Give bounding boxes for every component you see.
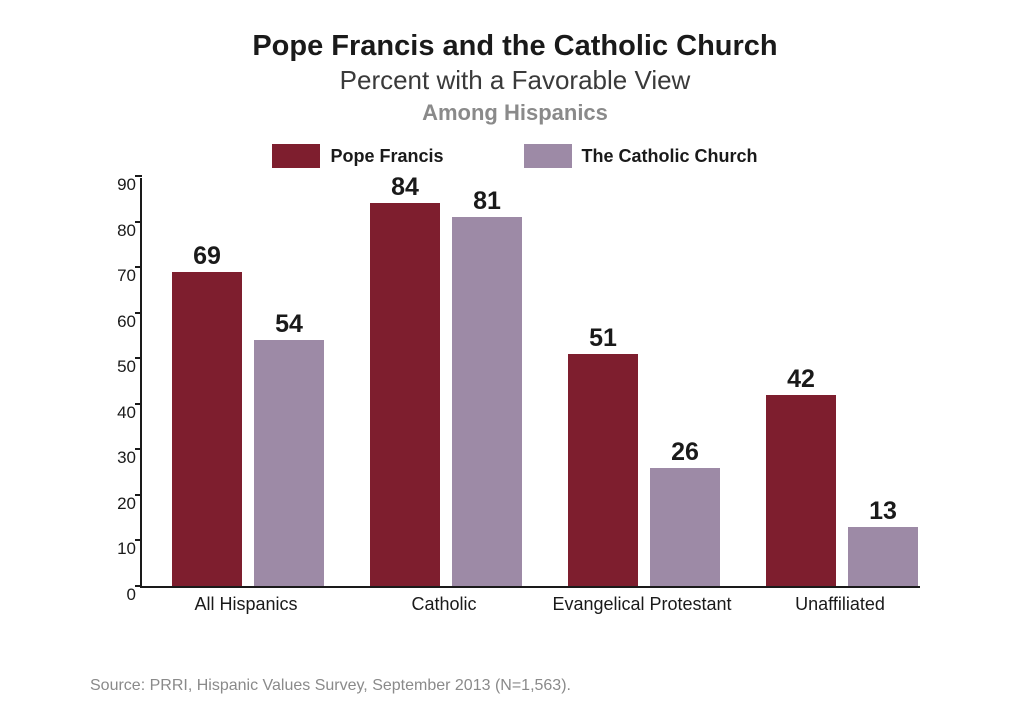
bar: 13 [848,527,918,586]
titles: Pope Francis and the Catholic Church Per… [90,30,940,126]
bar-value-label: 81 [473,187,501,216]
y-tick-label: 50 [102,357,136,377]
chart-subtitle: Percent with a Favorable View [90,65,940,96]
y-tick-mark [135,357,142,359]
bar: 42 [766,395,836,586]
y-tick-label: 90 [102,175,136,195]
bar-value-label: 84 [391,173,419,202]
chart-container: Pope Francis and the Catholic Church Per… [90,30,940,618]
y-tick-mark [135,312,142,314]
x-axis-labels: All Hispanics Catholic Evangelical Protest… [140,588,920,618]
y-tick-label: 10 [102,539,136,559]
bar-value-label: 51 [589,324,617,353]
y-tick-mark [135,539,142,541]
legend-swatch [524,144,572,168]
chart-subgroup: Among Hispanics [90,100,940,126]
legend-label: Pope Francis [330,146,443,167]
bar: 69 [172,272,242,586]
y-tick-mark [135,221,142,223]
bar-value-label: 42 [787,365,815,394]
y-tick-mark [135,448,142,450]
bar: 54 [254,340,324,586]
y-tick-mark [135,175,142,177]
y-tick-mark [135,494,142,496]
legend-swatch [272,144,320,168]
legend-item: The Catholic Church [524,144,758,168]
y-tick-mark [135,266,142,268]
bar: 51 [568,354,638,586]
y-tick-label: 80 [102,221,136,241]
x-category-label: Unaffiliated [795,594,885,615]
bars-layer: 6954848151264213 [142,178,920,586]
bar: 81 [452,217,522,586]
y-tick-label: 70 [102,266,136,286]
bar-value-label: 13 [869,497,897,526]
y-tick-mark [135,403,142,405]
bar-value-label: 54 [275,310,303,339]
bar: 26 [650,468,720,586]
legend: Pope Francis The Catholic Church [90,144,940,168]
legend-label: The Catholic Church [582,146,758,167]
bar-value-label: 69 [193,242,221,271]
y-tick-label: 30 [102,448,136,468]
y-tick-mark [135,585,142,587]
y-tick-label: 40 [102,403,136,423]
chart-title: Pope Francis and the Catholic Church [90,30,940,63]
y-tick-label: 0 [102,585,136,605]
plot: 6954848151264213 0102030405060708090 All… [140,178,940,618]
x-category-label: Catholic [411,594,476,615]
x-category-label: Evangelical Protestant [552,594,731,615]
x-category-label: All Hispanics [194,594,297,615]
legend-item: Pope Francis [272,144,443,168]
plot-area: 6954848151264213 0102030405060708090 [140,178,920,588]
y-tick-label: 20 [102,494,136,514]
bar: 84 [370,203,440,586]
bar-value-label: 26 [671,438,699,467]
source-text: Source: PRRI, Hispanic Values Survey, Se… [90,677,571,695]
y-tick-label: 60 [102,312,136,332]
